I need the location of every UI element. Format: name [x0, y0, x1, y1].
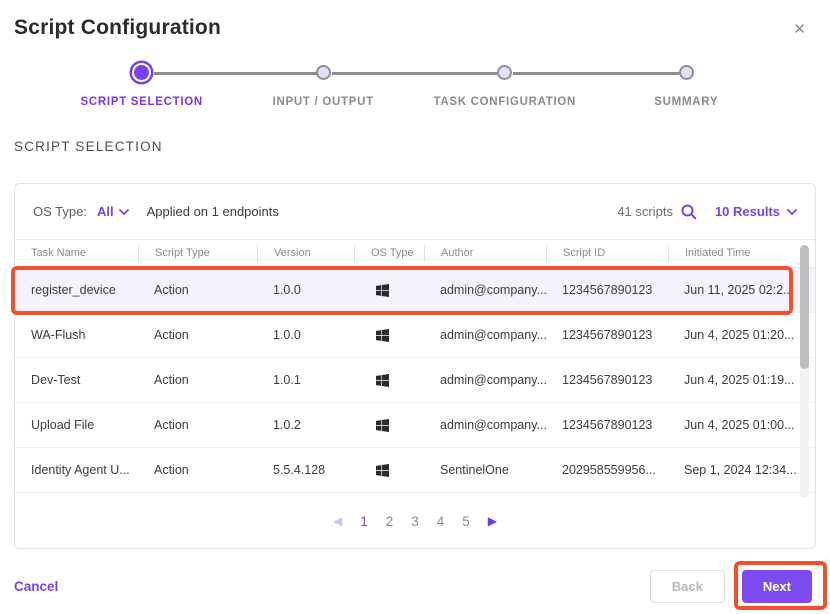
table-scrollbar-thumb[interactable] — [800, 245, 809, 369]
step-dot — [497, 65, 513, 80]
column-header-script-id[interactable]: Script ID — [546, 245, 668, 262]
cell-author: admin@company... — [440, 328, 546, 342]
cell-script-type: Action — [154, 328, 189, 342]
cell-script-type: Action — [154, 418, 189, 432]
section-title: SCRIPT SELECTION — [14, 139, 163, 154]
cell-task-name: Dev-Test — [31, 373, 81, 387]
cell-script-type: Action — [154, 283, 189, 297]
table-header-row: Task Name Script Type Version OS Type Au… — [15, 239, 815, 268]
cell-script-id: 1234567890123 — [562, 373, 653, 387]
cell-script-type: Action — [154, 373, 189, 387]
cell-version: 1.0.0 — [273, 328, 301, 342]
stepper-connector — [513, 72, 679, 75]
cell-author: admin@company... — [440, 418, 546, 432]
pagination-page-2[interactable]: 2 — [385, 513, 394, 529]
os-type-value: All — [96, 204, 114, 219]
cancel-button[interactable]: Cancel — [14, 579, 59, 594]
pagination-page-5[interactable]: 5 — [462, 513, 470, 529]
table-row[interactable]: Identity Agent U... Action 5.5.4.128 Sen… — [15, 448, 815, 493]
cell-version: 1.0.1 — [273, 373, 301, 387]
windows-os-icon — [376, 418, 389, 432]
cell-task-name: WA-Flush — [31, 328, 86, 342]
dialog-title: Script Configuration — [14, 16, 221, 39]
step-label: SUMMARY — [654, 96, 719, 108]
cell-author: admin@company... — [440, 283, 546, 297]
cell-initiated-time: Jun 4, 2025 01:19... — [684, 373, 795, 387]
scripts-count: 41 scripts — [617, 204, 673, 219]
cell-version: 5.5.4.128 — [273, 463, 326, 477]
wizard-stepper: SCRIPT SELECTION INPUT / OUTPUT TASK CON… — [51, 57, 777, 119]
step-input-output[interactable]: INPUT / OUTPUT — [233, 57, 415, 119]
cell-script-id: 1234567890123 — [562, 418, 653, 432]
cell-initiated-time: Jun 11, 2025 02:2... — [684, 283, 794, 297]
os-type-dropdown[interactable]: All — [97, 204, 129, 219]
table-row[interactable]: WA-Flush Action 1.0.0 admin@company... 1… — [15, 313, 815, 358]
table-row[interactable]: Upload File Action 1.0.2 admin@company..… — [15, 403, 815, 448]
cell-task-name: register_device — [31, 283, 116, 297]
column-header-os-type[interactable]: OS Type — [354, 245, 424, 262]
step-label: SCRIPT SELECTION — [80, 96, 203, 108]
column-header-task-name[interactable]: Task Name — [31, 247, 87, 259]
windows-os-icon — [376, 463, 389, 477]
chevron-down-icon — [118, 208, 129, 215]
close-icon[interactable]: ✕ — [793, 21, 806, 38]
applied-endpoints-text: Applied on 1 endpoints — [146, 204, 279, 219]
pagination: ◀ 1 2 3 4 5 ▶ — [15, 493, 815, 549]
cell-initiated-time: Jun 4, 2025 01:20... — [684, 328, 795, 342]
cell-initiated-time: Sep 1, 2024 12:34... — [684, 463, 797, 477]
windows-os-icon — [376, 373, 389, 387]
stepper-connector — [332, 72, 497, 75]
table-row[interactable]: register_device Action 1.0.0 admin@compa… — [15, 268, 815, 313]
back-button[interactable]: Back — [649, 570, 725, 603]
step-summary[interactable]: SUMMARY — [596, 57, 778, 119]
chevron-down-icon — [787, 208, 797, 215]
pagination-page-1[interactable]: 1 — [360, 513, 368, 529]
cell-version: 1.0.2 — [273, 418, 301, 432]
pagination-page-4[interactable]: 4 — [436, 513, 445, 529]
windows-os-icon — [376, 283, 389, 297]
step-script-selection[interactable]: SCRIPT SELECTION — [51, 57, 233, 119]
results-per-page-value: 10 Results — [714, 204, 780, 219]
cell-script-type: Action — [154, 463, 189, 477]
dialog-footer: Cancel Back Next — [14, 570, 812, 603]
step-label: INPUT / OUTPUT — [272, 96, 374, 108]
column-header-script-type[interactable]: Script Type — [138, 245, 257, 262]
step-task-configuration[interactable]: TASK CONFIGURATION — [414, 57, 596, 119]
script-selection-panel: OS Type: All Applied on 1 endpoints 41 s… — [14, 183, 816, 549]
pagination-next-icon[interactable]: ▶ — [487, 514, 498, 528]
step-label: TASK CONFIGURATION — [433, 96, 576, 108]
cell-initiated-time: Jun 4, 2025 01:00... — [684, 418, 795, 432]
cell-author: admin@company... — [440, 373, 546, 387]
cell-script-id: 1234567890123 — [562, 283, 653, 297]
column-header-initiated-time[interactable]: Initiated Time — [668, 245, 815, 262]
stepper-connector — [154, 72, 317, 75]
os-type-label: OS Type: — [33, 204, 87, 219]
results-per-page-dropdown[interactable]: 10 Results — [715, 204, 797, 219]
column-header-version[interactable]: Version — [257, 245, 354, 262]
column-header-author[interactable]: Author — [424, 245, 546, 262]
cell-task-name: Identity Agent U... — [31, 463, 130, 477]
dialog-header: Script Configuration ✕ — [0, 0, 830, 41]
table-row[interactable]: Dev-Test Action 1.0.1 admin@company... 1… — [15, 358, 815, 403]
cell-author: SentinelOne — [440, 463, 509, 477]
step-dot — [678, 65, 694, 80]
filter-bar: OS Type: All Applied on 1 endpoints 41 s… — [15, 184, 815, 239]
pagination-page-3[interactable]: 3 — [411, 513, 419, 529]
cell-script-id: 1234567890123 — [562, 328, 653, 342]
cell-version: 1.0.0 — [273, 283, 301, 297]
cell-task-name: Upload File — [31, 418, 95, 432]
table-scrollbar-track[interactable] — [800, 245, 809, 498]
windows-os-icon — [376, 328, 389, 342]
pagination-prev-icon[interactable]: ◀ — [332, 514, 343, 528]
search-icon[interactable] — [681, 204, 697, 220]
step-dot — [315, 65, 331, 80]
cell-script-id: 202958559956... — [562, 463, 656, 477]
next-button[interactable]: Next — [741, 570, 812, 603]
step-dot-active — [134, 65, 150, 80]
